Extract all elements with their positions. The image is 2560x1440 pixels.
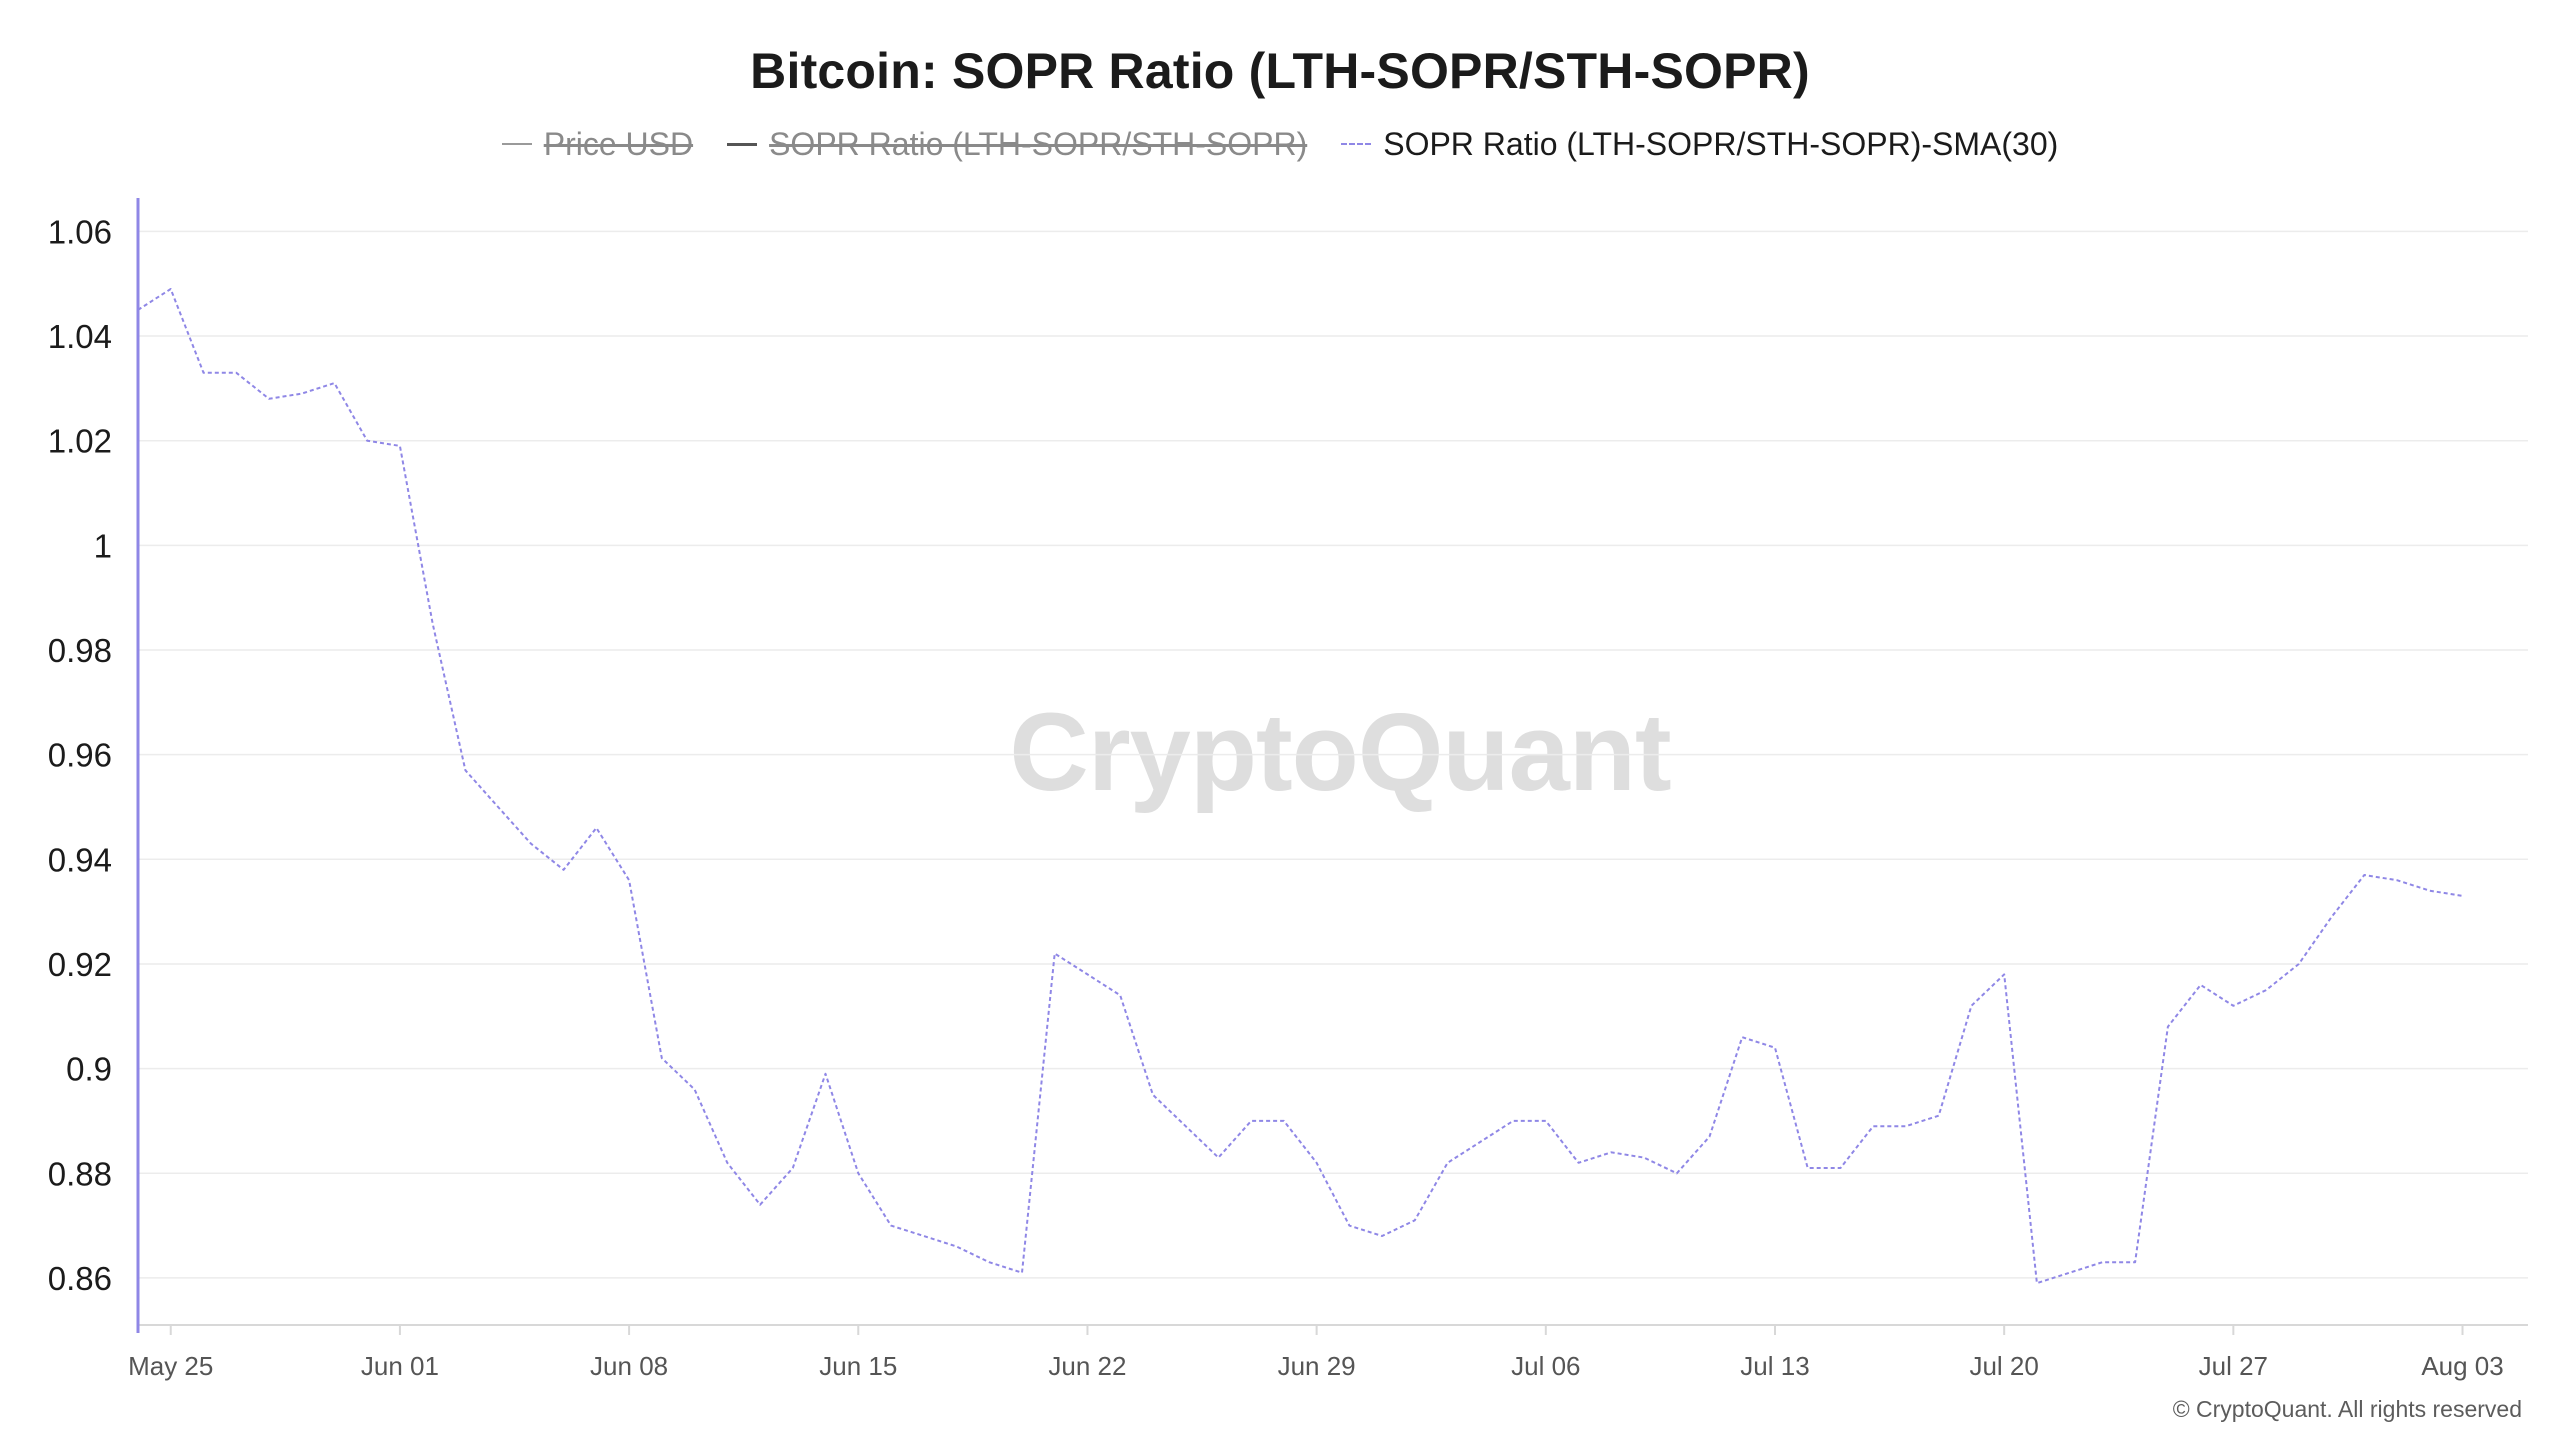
chart-title: Bitcoin: SOPR Ratio (LTH-SOPR/STH-SOPR) bbox=[750, 43, 1810, 99]
x-tick-label: Jul 20 bbox=[1969, 1351, 2038, 1381]
legend-item-sopr-ratio[interactable]: SOPR Ratio (LTH-SOPR/STH-SOPR) bbox=[727, 124, 1307, 164]
copyright-notice: © CryptoQuant. All rights reserved bbox=[2172, 1396, 2522, 1422]
x-tick-label: Jun 22 bbox=[1048, 1351, 1126, 1381]
legend-label-price-usd: Price USD bbox=[543, 126, 694, 162]
y-tick-label: 0.92 bbox=[48, 946, 112, 983]
legend-label-sopr-ratio-sma30: SOPR Ratio (LTH-SOPR/STH-SOPR)-SMA(30) bbox=[1383, 126, 2059, 162]
watermark: CryptoQuant bbox=[1009, 691, 1671, 814]
y-tick-label: 0.94 bbox=[48, 841, 112, 878]
y-tick-label: 0.86 bbox=[48, 1260, 112, 1297]
y-tick-label: 1.06 bbox=[48, 213, 112, 250]
legend-swatch-sopr-ratio bbox=[727, 142, 758, 146]
y-tick-label: 0.9 bbox=[66, 1051, 112, 1088]
x-tick-label: Jun 08 bbox=[590, 1351, 668, 1381]
x-tick-label: Jun 15 bbox=[819, 1351, 897, 1381]
x-tick-label: Jun 01 bbox=[361, 1351, 439, 1381]
grid-lines bbox=[138, 230, 2528, 1279]
axes bbox=[136, 198, 2528, 1333]
y-axis-ticks: 1.06 1.04 1.02 1 0.98 0.96 0.94 0.92 0.9 0.88 0.86 bbox=[48, 213, 112, 1297]
legend-item-sopr-ratio-sma30[interactable]: SOPR Ratio (LTH-SOPR/STH-SOPR)-SMA(30) bbox=[1341, 124, 2058, 164]
x-tick-label: May 25 bbox=[128, 1351, 213, 1381]
x-tick-label: Aug 03 bbox=[2421, 1351, 2503, 1381]
y-tick-label: 0.88 bbox=[48, 1155, 112, 1192]
series-layer bbox=[137, 288, 2463, 1285]
x-tick-label: Jul 13 bbox=[1740, 1351, 1809, 1381]
legend: Price USD SOPR Ratio (LTH-SOPR/STH-SOPR)… bbox=[0, 124, 2560, 164]
legend-swatch-price-usd bbox=[501, 143, 532, 145]
x-tick-label: Jul 06 bbox=[1511, 1351, 1580, 1381]
legend-swatch-sopr-ratio-sma30 bbox=[1341, 143, 1372, 145]
legend-item-price-usd[interactable]: Price USD bbox=[501, 124, 694, 164]
y-tick-label: 1.02 bbox=[48, 423, 112, 460]
series-line-sopr-ratio-sma30 bbox=[137, 288, 2463, 1285]
x-tick-label: Jul 27 bbox=[2199, 1351, 2268, 1381]
x-axis-ticks: May 25 Jun 01 Jun 08 Jun 15 Jun 22 Jun 29 Jul … bbox=[128, 1325, 2504, 1381]
y-tick-label: 1.04 bbox=[48, 318, 112, 355]
legend-label-sopr-ratio: SOPR Ratio (LTH-SOPR/STH-SOPR) bbox=[769, 126, 1308, 162]
y-tick-label: 0.98 bbox=[48, 632, 112, 669]
y-tick-label: 1 bbox=[94, 527, 112, 564]
x-tick-label: Jun 29 bbox=[1278, 1351, 1356, 1381]
y-tick-label: 0.96 bbox=[48, 737, 112, 774]
